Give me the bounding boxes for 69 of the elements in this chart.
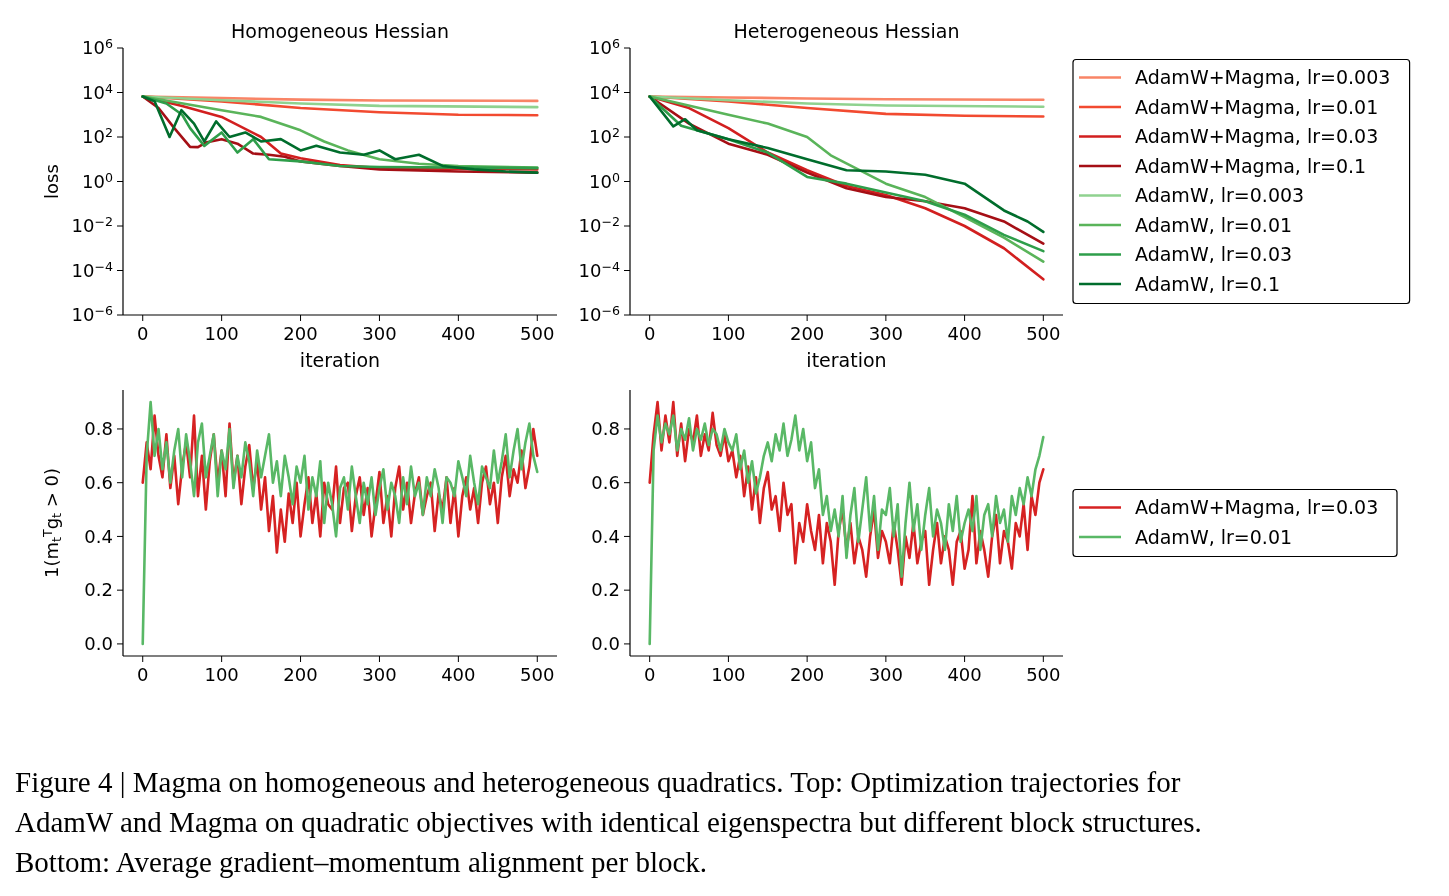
legend-label: AdamW+Magma, lr=0.01 [1135, 95, 1379, 118]
x-tick-label: 400 [441, 664, 476, 685]
chart-title: Heterogeneous Hessian [733, 20, 960, 42]
y-tick-label: 0.0 [591, 633, 620, 655]
y-tick-label: 0.2 [591, 579, 620, 601]
y-tick-label: 10$^{−6}$ [71, 303, 113, 326]
x-axis-title: iteration [806, 349, 887, 371]
x-tick-label: 400 [947, 323, 982, 344]
y-tick-label: 10$^{0}$ [82, 169, 113, 192]
text: Bottom: Average gradient–momentum alignment per block. [15, 846, 708, 878]
x-tick-label: 500 [520, 323, 555, 344]
x-tick-label: 200 [789, 323, 825, 344]
legend-label: AdamW, lr=0.01 [1135, 213, 1293, 236]
x-tick-label: 0 [137, 323, 149, 344]
y-tick-label: 0.2 [84, 579, 113, 601]
y-tick-label: 0.0 [84, 633, 113, 655]
y-axis-title: loss [41, 164, 62, 199]
legend-label: AdamW+Magma, lr=0.003 [1135, 66, 1391, 89]
x-tick-label: 500 [1026, 664, 1061, 685]
x-tick-label: 100 [711, 664, 746, 685]
y-tick-label: 0.4 [84, 525, 113, 547]
y-tick-label: 10$^{4}$ [82, 80, 113, 103]
y-tick-label: 0.6 [591, 472, 620, 493]
legend-label: AdamW+Magma, lr=0.03 [1135, 496, 1379, 519]
y-tick-label: 10$^{−2}$ [71, 214, 113, 237]
y-tick-label: 10$^{2}$ [589, 125, 620, 148]
x-tick-label: 300 [362, 664, 397, 685]
chart-title: Homogeneous Hessian [231, 20, 449, 42]
x-axis-title: iteration [299, 349, 381, 371]
x-tick-label: 100 [204, 323, 239, 344]
y-tick-label: 10$^{4}$ [589, 80, 620, 103]
line-series [141, 400, 539, 646]
x-tick-label: 400 [947, 664, 982, 685]
caption: Figure 4 | Magma on homogeneous and heterogeneous quadratics. Top: Optimization trajectories for [15, 766, 1181, 798]
x-tick-label: 500 [1026, 323, 1061, 344]
line-series [648, 95, 1045, 108]
text: AdamW and Magma on quadratic objectives with identical eigenspectra but different block structures. [15, 806, 1202, 838]
legend-label: AdamW, lr=0.003 [1135, 184, 1305, 207]
legend-label: AdamW, lr=0.1 [1135, 272, 1280, 295]
x-tick-label: 500 [520, 664, 555, 685]
y-tick-label: 10$^{0}$ [589, 169, 620, 192]
x-tick-label: 0 [643, 323, 656, 344]
line-series [648, 414, 1045, 646]
y-tick-label: 0.6 [84, 472, 113, 493]
y-tick-label: 10$^{2}$ [82, 125, 113, 148]
y-tick-label: 10$^{−4}$ [71, 258, 113, 281]
legend-label: AdamW, lr=0.03 [1135, 243, 1293, 266]
y-tick-label: 0.8 [84, 418, 113, 440]
x-tick-label: 300 [868, 664, 904, 685]
x-tick-label: 200 [283, 323, 318, 344]
x-tick-label: 300 [868, 323, 904, 344]
x-tick-label: 200 [789, 664, 825, 685]
x-tick-label: 200 [283, 664, 318, 685]
y-tick-label: 10$^{−4}$ [578, 258, 620, 281]
y-tick-label: 0.4 [591, 525, 620, 547]
legend-label: AdamW, lr=0.01 [1135, 525, 1293, 548]
x-tick-label: 0 [137, 664, 149, 685]
y-tick-label: 10$^{6}$ [82, 36, 113, 59]
y-tick-label: 10$^{6}$ [589, 36, 620, 59]
legend-label: AdamW+Magma, lr=0.1 [1135, 154, 1367, 177]
y-tick-label: 10$^{−6}$ [578, 303, 620, 326]
x-tick-label: 400 [441, 323, 476, 344]
x-tick-label: 300 [362, 323, 397, 344]
y-tick-label: 10$^{−2}$ [578, 214, 620, 237]
legend-label: AdamW+Magma, lr=0.03 [1135, 125, 1379, 148]
x-tick-label: 100 [204, 664, 239, 685]
x-tick-label: 0 [643, 664, 656, 685]
y-tick-label: 0.8 [591, 418, 620, 440]
x-tick-label: 100 [711, 323, 746, 344]
